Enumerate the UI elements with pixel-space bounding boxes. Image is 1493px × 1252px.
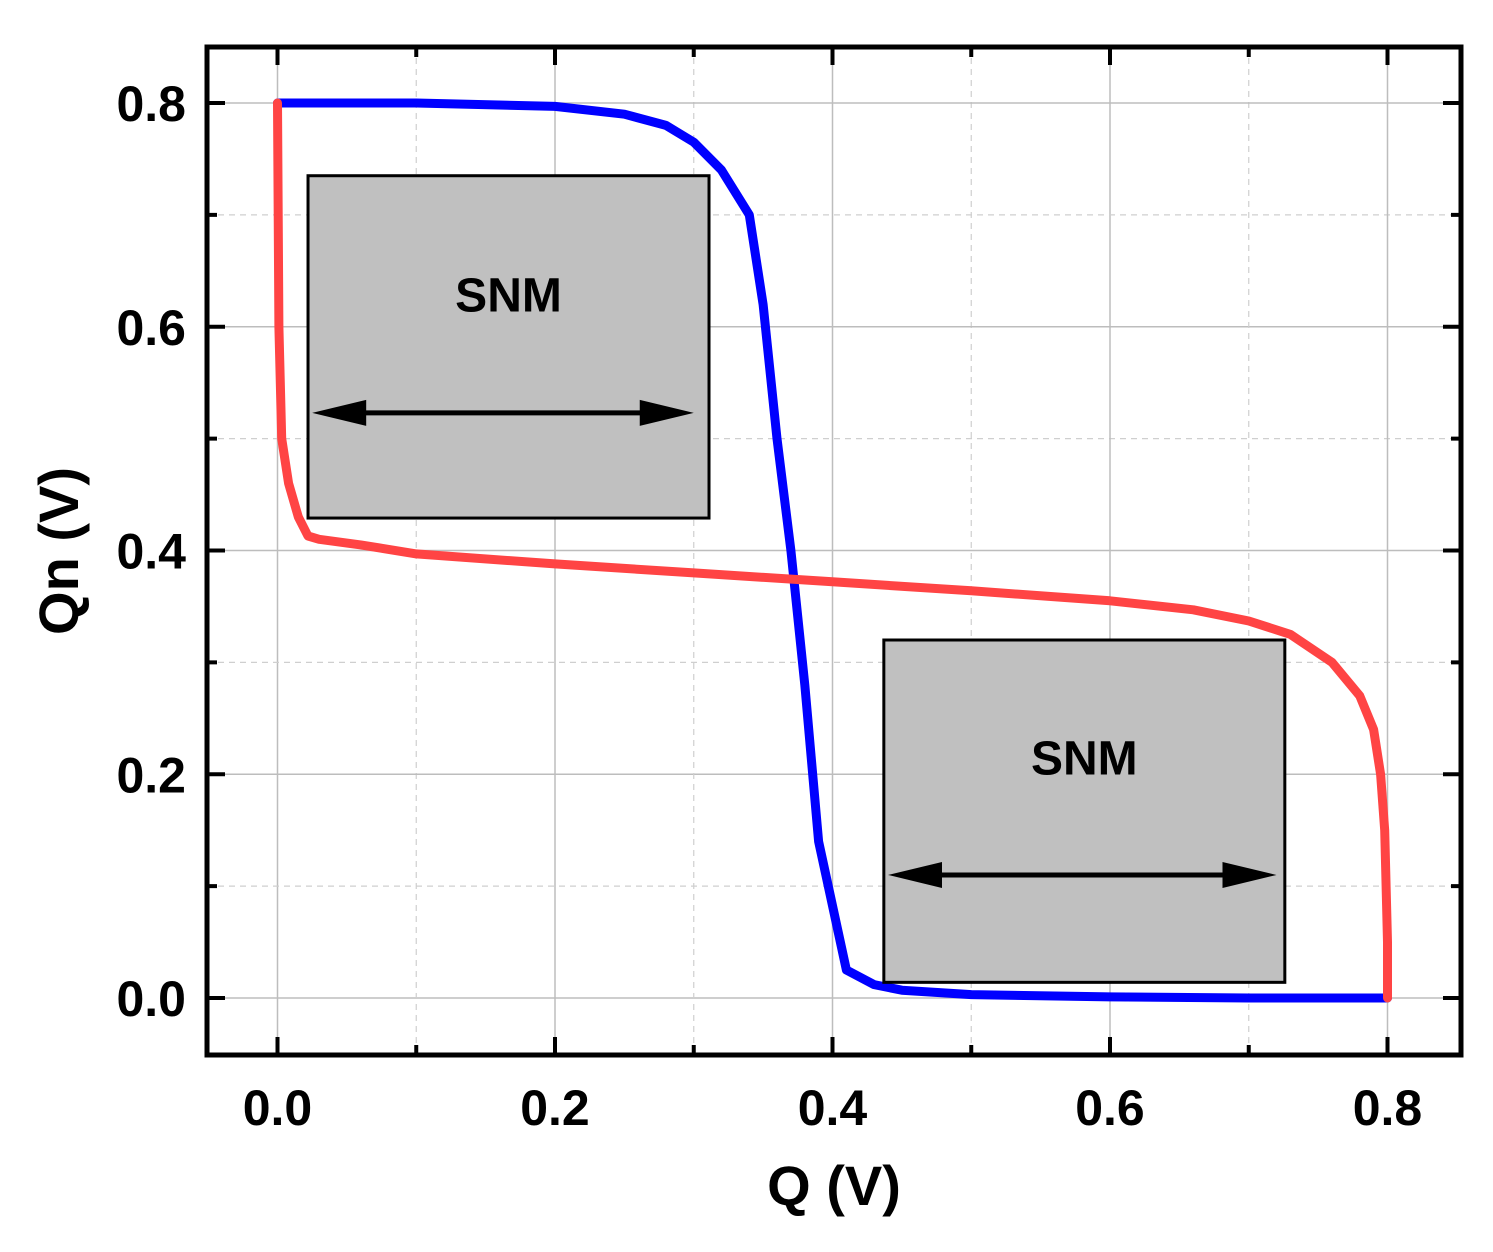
x-tick-label: 0.4 bbox=[798, 1080, 868, 1136]
y-tick-label: 0.6 bbox=[116, 300, 186, 356]
annotations: SNM SNM bbox=[306, 174, 1287, 984]
snm-label: SNM bbox=[455, 269, 562, 322]
series-layer bbox=[273, 98, 1392, 1003]
ticks bbox=[207, 47, 1461, 1055]
snm-arrow-head-right bbox=[639, 399, 694, 426]
y-tick-label: 0.8 bbox=[116, 76, 186, 132]
y-axis-title: Qn (V) bbox=[27, 467, 90, 635]
y-tick-label: 0.4 bbox=[116, 524, 186, 580]
snm-arrow-head-left bbox=[888, 861, 942, 888]
snm-label: SNM bbox=[1031, 732, 1138, 785]
series-line-blue-curve bbox=[273, 98, 1392, 1003]
x-tick-label: 0.0 bbox=[243, 1080, 313, 1136]
y-tick-label: 0.2 bbox=[116, 747, 186, 803]
snm-arrow-head-right bbox=[1222, 861, 1277, 888]
tick-labels: 0.0 0.2 0.4 0.6 0.8 0.0 0.2 0.4 0.6 0.8 bbox=[116, 76, 1422, 1136]
snm-arrow-head-left bbox=[312, 399, 367, 426]
x-tick-label: 0.2 bbox=[520, 1080, 590, 1136]
snm-box-1: SNM bbox=[306, 174, 711, 520]
snm-box-rect bbox=[882, 638, 1287, 984]
snm-box-rect bbox=[306, 174, 711, 520]
snm-box-2: SNM bbox=[882, 638, 1287, 984]
series-line-red-curve bbox=[273, 98, 1392, 1003]
y-tick-label: 0.0 bbox=[116, 971, 186, 1027]
x-axis-title: Q (V) bbox=[767, 1154, 901, 1217]
x-tick-label: 0.8 bbox=[1353, 1080, 1423, 1136]
x-tick-label: 0.6 bbox=[1075, 1080, 1145, 1136]
